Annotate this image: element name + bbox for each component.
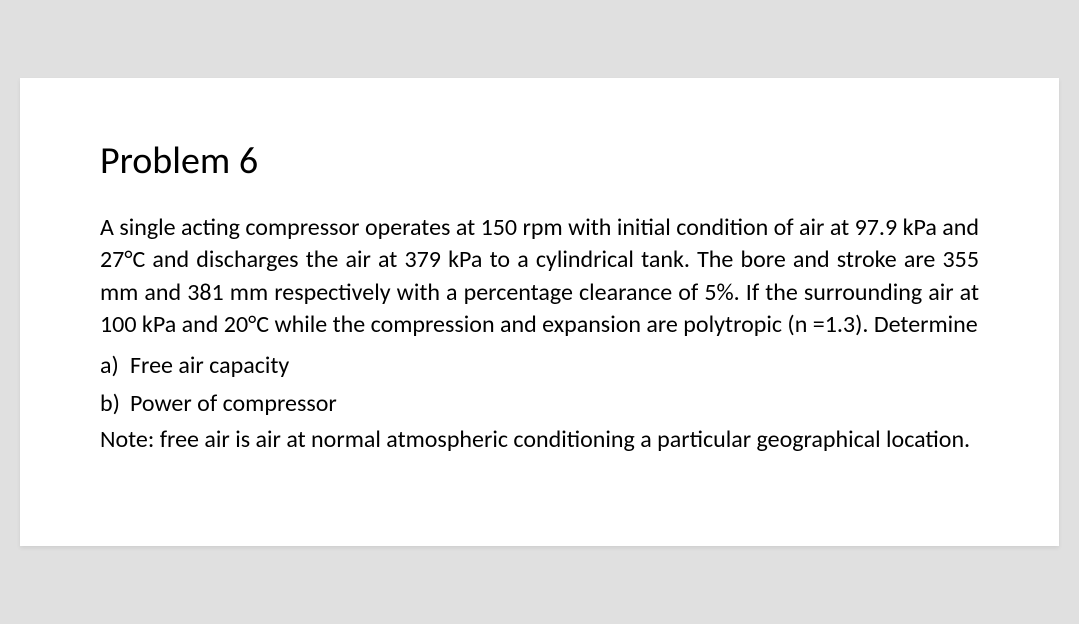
list-item-text: Power of compressor: [130, 389, 337, 418]
list-marker-a: a): [100, 348, 119, 384]
list-marker-b: b): [100, 386, 120, 422]
note-text: Note: free air is air at normal atmosphe…: [100, 424, 979, 456]
document-card: Problem 6 A single acting compressor ope…: [20, 78, 1059, 546]
list-item-text: Free air capacity: [130, 351, 289, 380]
problem-body: A single acting compressor operates at 1…: [100, 212, 979, 342]
problem-title: Problem 6: [100, 138, 979, 184]
list-item: b) Power of compressor: [100, 386, 979, 422]
list-item: a) Free air capacity: [100, 348, 979, 384]
